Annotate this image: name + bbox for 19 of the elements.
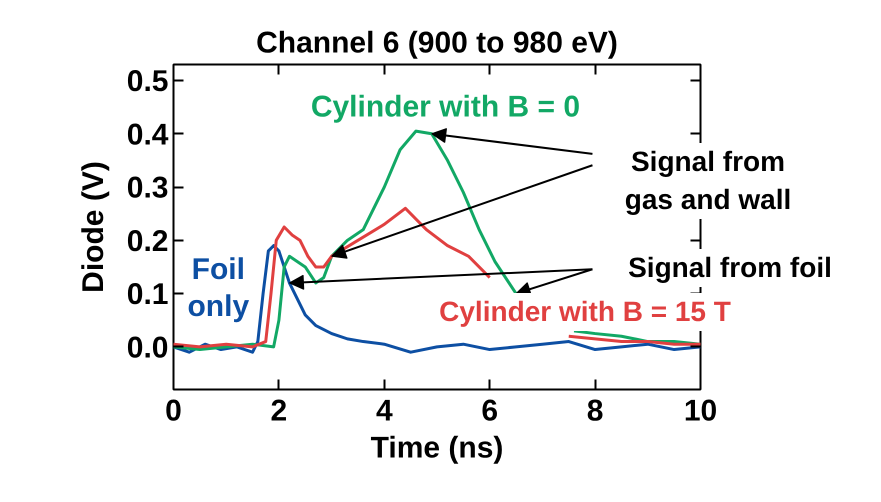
y-tick-label: 0.2 [126, 224, 169, 258]
y-tick-label: 0.1 [126, 278, 169, 312]
x-tick-label: 2 [270, 394, 288, 428]
x-tick-label: 0 [165, 394, 182, 428]
x-tick-label: 6 [481, 394, 498, 428]
y-tick-label: 0.5 [126, 64, 169, 98]
y-axis-title: Diode (V) [76, 161, 110, 293]
annotation: Signal from gas and wall [624, 143, 792, 219]
y-tick-label: 0.4 [126, 118, 169, 152]
x-tick-label: 10 [684, 394, 718, 428]
series-label: Cylinder with B = 0 [310, 90, 580, 124]
chart-title: Channel 6 (900 to 980 eV) [256, 26, 618, 60]
series-label: Foil only [187, 252, 250, 324]
x-axis-title: Time (ns) [370, 432, 504, 464]
y-tick-label: 0.0 [126, 331, 169, 364]
annotation: Signal from foil [628, 249, 832, 287]
x-tick-label: 8 [586, 394, 604, 428]
y-tick-label: 0.3 [126, 172, 169, 205]
x-tick-label: 4 [376, 394, 393, 428]
